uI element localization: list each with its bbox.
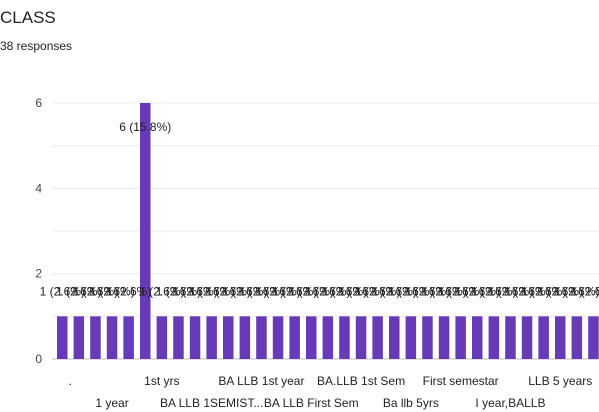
bar-data-label: 1 (2.6%): [338, 284, 383, 298]
bar-data-label: 1 (2.6%): [355, 284, 400, 298]
bar: [372, 316, 383, 359]
bar-data-label: 1 (2.6%): [239, 284, 284, 298]
bar-data-label: 1 (2.6%): [388, 284, 433, 298]
bar-data-label: 1 (2.6%): [372, 284, 417, 298]
bar: [555, 316, 566, 359]
bar-data-label: 1 (2.6%): [89, 284, 134, 298]
bar: [389, 316, 400, 359]
bar: [339, 316, 350, 359]
y-tick-label: 0: [35, 352, 42, 366]
bar-data-label: 1 (2.6%): [139, 284, 184, 298]
bar-data-label: 1 (2.6%): [272, 284, 317, 298]
x-axis-label: BA LLB 1SEMIST...: [160, 396, 263, 410]
bar: [106, 316, 118, 359]
x-axis-label: BA LLB 1st year: [218, 374, 304, 388]
bar-data-label: 1 (2.6%): [521, 284, 566, 298]
bar: [57, 316, 68, 359]
bar-data-label: 1 (2.6%): [571, 284, 599, 298]
bar: [322, 316, 334, 359]
bar-data-label: 1 (2.6%): [106, 284, 151, 298]
x-axis-label: Ba llb 5yrs: [383, 396, 439, 410]
bar-data-label: 1 (2.6%): [455, 284, 500, 298]
x-axis-label: BA.LLB 1st Sem: [317, 374, 405, 388]
bar-data-label: 1 (2.6%): [538, 284, 583, 298]
x-axis-label: 1st yrs: [144, 374, 179, 388]
bar-data-label: 1 (2.6%): [554, 284, 599, 298]
x-axis-label: BA LLB First Sem: [264, 396, 359, 410]
bar-data-label: 1 (2.6%): [421, 284, 466, 298]
bar: [73, 316, 85, 359]
x-axis-label: .: [69, 374, 72, 388]
bar: [505, 316, 516, 359]
x-axis-label: 1 year: [95, 396, 128, 410]
bar: [355, 316, 367, 359]
bar: [571, 316, 583, 359]
bar-data-label: 1 (2.6%): [255, 284, 300, 298]
bar-data-label: 1 (2.6%): [73, 284, 118, 298]
x-axis-label: First semestar: [423, 374, 499, 388]
bar-data-label: 1 (2.6%): [206, 284, 251, 298]
bar: [90, 316, 101, 359]
bar: [455, 316, 466, 359]
chart-title: CLASS: [0, 8, 56, 27]
bar-data-label: 1 (2.6%): [471, 284, 516, 298]
bar: [306, 316, 317, 359]
bar-data-label: 1 (2.6%): [504, 284, 549, 298]
bar: [405, 316, 417, 359]
response-count: 38 responses: [0, 39, 73, 53]
bar: [239, 316, 251, 359]
bar-data-label: 1 (2.6%): [172, 284, 217, 298]
x-axis-label: LLB 5 years: [528, 374, 592, 388]
bar: [256, 316, 267, 359]
bar-data-label: 1 (2.6%): [56, 284, 101, 298]
bar-data-label: 1 (2.6%): [189, 284, 234, 298]
bar-data-label: 6 (15.8%): [119, 120, 171, 134]
x-axis-label: I year,BALLB: [475, 396, 545, 410]
bar-data-label: 1 (2.6%): [305, 284, 350, 298]
bar: [156, 316, 168, 359]
bar: [206, 316, 217, 359]
bar: [538, 316, 549, 359]
bar-data-label: 1 (2.6%): [488, 284, 533, 298]
bar: [223, 316, 234, 359]
bar: [140, 103, 151, 359]
bar: [272, 316, 284, 359]
bar-data-label: 1 (2.6%): [405, 284, 450, 298]
y-tick-label: 4: [35, 181, 42, 195]
bar: [189, 316, 201, 359]
bar-data-label: 1 (2.6%): [289, 284, 334, 298]
bar-data-label: 1 (2.6%): [40, 284, 85, 298]
bar: [588, 316, 599, 359]
bar: [521, 316, 533, 359]
bar: [488, 316, 500, 359]
bar-data-label: 1 (2.6%): [222, 284, 267, 298]
bar-data-label: 1 (2.6%): [156, 284, 201, 298]
bar: [173, 316, 184, 359]
bar: [289, 316, 300, 359]
y-tick-label: 2: [35, 267, 42, 281]
bar-data-label: 1 (2.6%): [438, 284, 483, 298]
bar: [123, 316, 134, 359]
bar: [472, 316, 483, 359]
bar-data-label: 1 (2.6%): [322, 284, 367, 298]
y-tick-label: 6: [35, 96, 42, 110]
bar: [438, 316, 450, 359]
bar: [422, 316, 433, 359]
